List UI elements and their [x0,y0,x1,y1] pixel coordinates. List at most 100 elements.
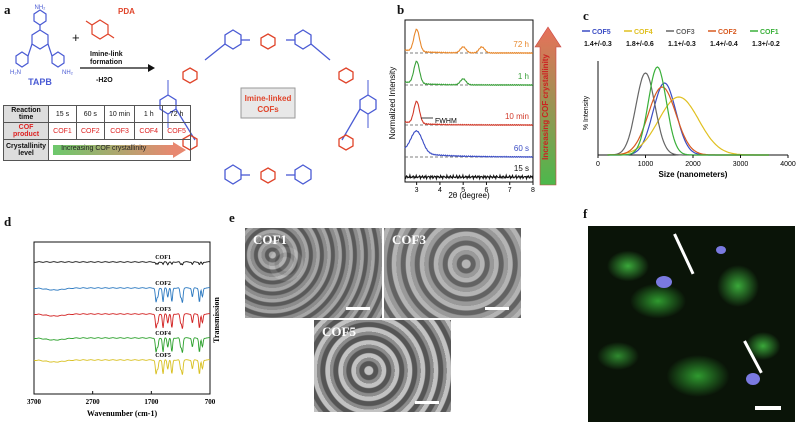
product-cell: COF5 [162,122,191,140]
arrow-text-2: formation [90,59,122,66]
ftir-xlabel: Wavenumber (cm-1) [87,409,158,418]
tapb-nh2-top: NH₂ [35,5,47,11]
panel-label-a: a [4,2,11,17]
dls-legend-name: COF5 [592,29,611,36]
ftir-trace-label: COF5 [155,353,171,359]
scale-bar [485,307,509,310]
tapb-h2n: H₂N [10,70,21,76]
dls-legend-name: COF1 [760,29,779,36]
ftir-trace-label: COF4 [155,331,171,337]
time-cell: 1 h [134,105,164,123]
tapb-label: TAPB [28,77,52,87]
ftir-trace-COF4 [33,337,211,353]
xrd-curve-60s [404,129,534,158]
xrd-curve-label: 1 h [518,72,529,81]
xrd-xtick-label: 3 [415,187,419,194]
product-cell: COF1 [48,122,77,140]
crystallinity-arrow-label: Increasing COF crystallinity [61,145,147,152]
xrd-ylabel: Normalized Intensity [388,67,397,139]
panel-b-xrd-plot: 72 h 1 h 10 min 60 s 15 s 3 4 5 6 7 8 Normalized … [388,19,562,200]
ftir-trace-COF1 [33,261,211,266]
xrd-xlabel: 2θ (degree) [448,191,490,200]
dls-curve-COF1 [607,66,769,156]
time-cell: 15 s [48,105,77,123]
panel-c-dls-plot: COF5 1.4+/-0.3 COF4 1.8+/-0.6 COF3 1.1+/-0.3 C… [582,29,796,179]
cof-center-box [240,87,296,119]
sem-label: COF3 [392,232,426,247]
tapb-nh2-right: NH₂ [62,70,74,76]
xrd-xtick-label: 6 [485,187,489,194]
xrd-xtick-label: 5 [461,187,465,194]
xrd-curve-label: 72 h [513,40,529,49]
ftir-trace-COF3 [33,313,211,329]
tapb-molecule [15,9,65,68]
ftir-xtick-label: 700 [205,398,216,406]
fluorescence-image [588,226,795,422]
ftir-xtick-label: 3700 [27,398,42,406]
sem-image-cof1: COF1 [245,228,382,318]
xrd-curve-label: 10 min [505,112,529,121]
ftir-trace-label: COF2 [155,281,171,287]
time-cell: 72 h [162,105,191,123]
ftir-trace-label: COF3 [155,307,171,313]
pda-molecule [85,19,115,40]
dls-xtick-label: 0 [596,161,600,168]
xrd-curve-label: 60 s [514,144,529,153]
panel-label-f: f [583,206,588,221]
ftir-trace-COF2 [33,287,211,303]
sem-image-cof5: COF5 [314,320,451,412]
dls-ylabel: % Intensity [583,95,590,130]
dls-legend-name: COF2 [718,29,737,36]
product-cell: COF4 [134,122,164,140]
ftir-ylabel: Transmission [212,297,221,343]
time-cell: 60 s [75,105,105,123]
ftir-xtick-label: 2700 [86,398,101,406]
fwhm-label: FWHM [435,118,457,125]
dls-legend-value: 1.1+/-0.3 [668,41,696,48]
xrd-curve-1h [404,60,534,87]
crystallinity-arrow: Increasing COF crystallinity [53,142,186,158]
arrow-text-3: -H2O [96,77,113,84]
xrd-curve-15s [404,173,534,181]
xrd-curve-10min [404,100,534,127]
product-cell: COF3 [103,122,136,140]
dls-xtick-label: 3000 [733,161,749,168]
ftir-trace-COF5 [33,359,211,375]
sem-label: COF1 [253,232,287,247]
nucleus-blob [746,373,760,385]
dls-legend-name: COF3 [676,29,695,36]
nucleus-blob [656,276,672,288]
time-cell: 10 min [103,105,136,123]
sem-label: COF5 [322,324,356,339]
dls-xtick-label: 1000 [638,161,654,168]
cof-center-label-2: COFs [257,105,279,114]
ftir-trace-label: COF1 [155,255,171,261]
scale-bar [346,307,370,310]
table-header-product: COF product [2,122,50,140]
dls-legend-value: 1.4+/-0.3 [584,41,612,48]
dls-xtick-label: 2000 [685,161,701,168]
panel-d-ftir-plot: COF1 COF2 COF3 COF4 COF5 3700 2700 1700 700 Wav… [27,241,221,418]
cof-center-label-1: Imine-linked [245,94,292,103]
dls-legend-value: 1.8+/-0.6 [626,41,654,48]
scale-bar [755,406,781,410]
dls-xtick-label: 4000 [780,161,796,168]
plus-sign: + [72,30,80,45]
xrd-curve-label: 15 s [514,164,529,173]
panel-label-c: c [583,8,589,23]
side-arrow-label: Increasing COF crystallinity [541,54,550,160]
xrd-curve-72h [404,28,534,55]
product-cell: COF2 [75,122,105,140]
dls-legend-value: 1.4+/-0.4 [710,41,738,48]
table-header-time: Reaction time [2,105,50,123]
pda-label: PDA [118,7,135,16]
ftir-xtick-label: 1700 [144,398,159,406]
reaction-table: Reaction time 15 s 60 s 10 min 1 h 72 h … [2,105,191,161]
dls-legend-value: 1.3+/-0.2 [752,41,780,48]
panel-label-d: d [4,214,12,229]
scale-bar [415,401,439,404]
xrd-xtick-label: 8 [531,187,535,194]
xrd-xtick-label: 4 [438,187,442,194]
dls-curve-COF2 [607,86,769,156]
nucleus-blob [716,246,726,254]
